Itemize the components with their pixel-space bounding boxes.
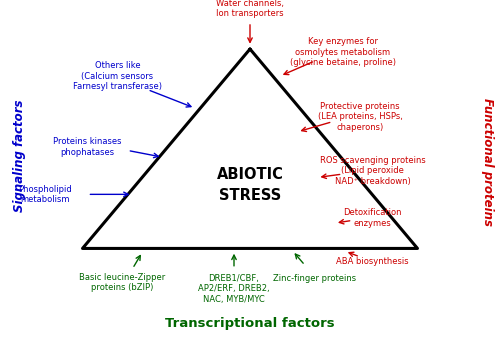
Text: Transcriptional factors: Transcriptional factors <box>165 317 335 330</box>
Polygon shape <box>82 49 417 248</box>
Text: Proteins kinases
phophatases: Proteins kinases phophatases <box>53 137 122 157</box>
Text: Zinc-finger proteins: Zinc-finger proteins <box>274 274 356 283</box>
Text: ABIOTIC
STRESS: ABIOTIC STRESS <box>216 167 284 203</box>
Text: Basic leucine-Zipper
proteins (bZIP): Basic leucine-Zipper proteins (bZIP) <box>80 272 166 292</box>
Text: Functional proteins: Functional proteins <box>481 98 494 226</box>
Text: Signaling factors: Signaling factors <box>14 99 26 212</box>
Text: Detoxification
enzymes: Detoxification enzymes <box>343 208 402 228</box>
Text: DREB1/CBF,
AP2/ERF, DREB2,
NAC, MYB/MYC: DREB1/CBF, AP2/ERF, DREB2, NAC, MYB/MYC <box>198 274 270 304</box>
Text: Phospholipid
metabolism: Phospholipid metabolism <box>18 185 72 204</box>
Text: ROS scavenging proteins
(Lipid peroxide
NAD⁺ breakdown): ROS scavenging proteins (Lipid peroxide … <box>320 156 426 186</box>
Text: Water channels,
Ion transporters: Water channels, Ion transporters <box>216 0 284 18</box>
Text: Protective proteins
(LEA proteins, HSPs,
chaperons): Protective proteins (LEA proteins, HSPs,… <box>318 102 402 131</box>
Text: ABA biosynthesis: ABA biosynthesis <box>336 258 409 266</box>
Text: Key enzymes for
osmolytes metabolism
(glycine betaine, proline): Key enzymes for osmolytes metabolism (gl… <box>290 38 396 67</box>
Text: Others like
(Calcium sensors
Farnesyl transferase): Others like (Calcium sensors Farnesyl tr… <box>73 61 162 91</box>
